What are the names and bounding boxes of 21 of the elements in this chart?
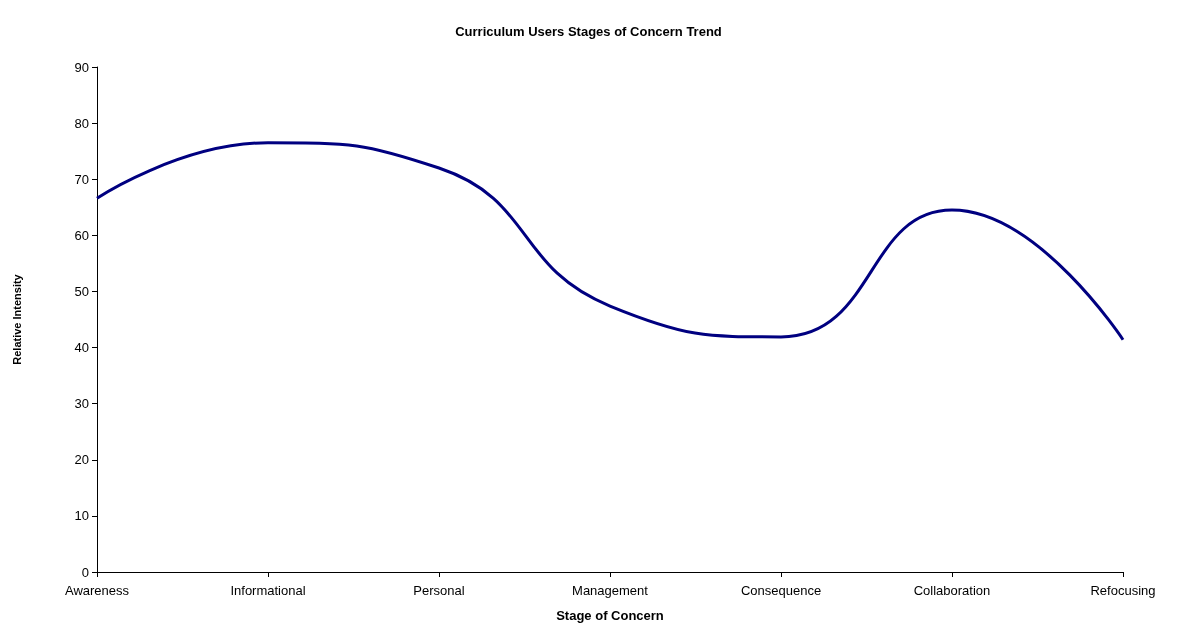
y-tick-label: 80 bbox=[74, 115, 89, 131]
y-tick-label: 50 bbox=[74, 283, 89, 299]
y-tick-label: 0 bbox=[81, 564, 89, 580]
y-tick-label: 60 bbox=[74, 227, 89, 243]
line-series bbox=[95, 141, 1125, 342]
x-tick-label: Personal bbox=[413, 583, 465, 598]
x-tick-label: Informational bbox=[230, 583, 306, 598]
y-tick-label: 30 bbox=[74, 396, 89, 412]
y-tick-label: 10 bbox=[74, 508, 89, 524]
x-tick-label: Collaboration bbox=[913, 583, 991, 598]
x-tick-label: Consequence bbox=[740, 583, 822, 598]
x-tick-label: Management bbox=[572, 583, 649, 598]
x-tick-label: Awareness bbox=[64, 583, 130, 598]
y-tick-label: 90 bbox=[74, 59, 89, 75]
y-axis-title: Relative Intensity bbox=[10, 273, 23, 365]
y-tick-label: 70 bbox=[74, 171, 89, 187]
x-tick-label: Refocusing bbox=[1090, 583, 1156, 598]
y-tick-label: 40 bbox=[74, 340, 89, 356]
y-tick-label: 20 bbox=[74, 452, 89, 468]
x-axis-title: Stage of Concern bbox=[556, 608, 664, 623]
chart-title: Curriculum Users Stages of Concern Trend bbox=[455, 24, 722, 39]
